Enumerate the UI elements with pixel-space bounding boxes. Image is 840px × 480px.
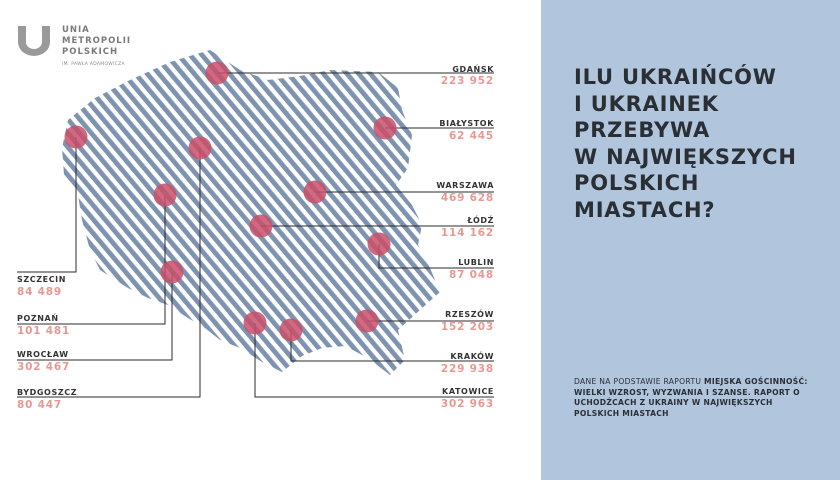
city-label-lodz: ŁÓDŹ <box>467 216 494 225</box>
logo-subtitle: IM. PAWŁA ADAMOWICZA <box>62 62 125 67</box>
headline-line-1: ILU UKRAIŃCÓW <box>574 65 777 89</box>
city-label-lublin: LUBLIN <box>458 258 494 267</box>
leader-line-poznan <box>17 195 166 325</box>
city-label-warszawa: WARSZAWA <box>436 181 494 190</box>
leader-line-bydgoszcz <box>17 148 201 398</box>
source-note: DANE NA PODSTAWIE RAPORTU MIEJSKA GOŚCIN… <box>574 377 819 419</box>
city-marker-bialystok <box>373 116 397 140</box>
headline-line-6: MIASTACH? <box>574 197 716 222</box>
headline-line-5: POLSKICH <box>574 171 700 195</box>
headline-line-2: I UKRAINEK <box>574 91 719 116</box>
leader-line-szczecin <box>17 137 77 273</box>
city-marker-rzeszow <box>355 309 379 333</box>
info-panel <box>541 0 840 480</box>
city-marker-lodz <box>249 214 273 238</box>
city-markers <box>64 61 397 342</box>
city-label-bydgoszcz: BYDGOSZCZ <box>17 388 78 397</box>
city-marker-bydgoszcz <box>188 136 212 160</box>
headline: ILU UKRAIŃCÓW I UKRAINEK PRZEBYWA W NAJW… <box>574 64 834 223</box>
source-report-title: MIEJSKA GOŚCINNOŚĆ: WIELKI WZROST, WYZWA… <box>574 377 808 418</box>
city-value-katowice: 302 963 <box>440 398 494 410</box>
unia-metropolii-logo-icon <box>18 26 50 56</box>
city-marker-katowice <box>243 311 267 335</box>
city-marker-wroclaw <box>160 260 184 284</box>
logo-text: UNIA METROPOLII POLSKICH <box>62 25 131 58</box>
city-marker-krakow <box>279 318 303 342</box>
city-value-bialystok: 62 445 <box>449 130 494 142</box>
city-label-katowice: KATOWICE <box>442 387 494 396</box>
city-value-lublin: 87 048 <box>449 269 494 281</box>
city-label-rzeszow: RZESZÓW <box>445 310 494 319</box>
city-marker-gdansk <box>205 61 229 85</box>
headline-line-3: PRZEBYWA <box>574 118 711 142</box>
logo-line-3: POLSKICH <box>62 47 119 57</box>
city-label-gdansk: GDAŃSK <box>452 65 494 74</box>
city-value-szczecin: 84 489 <box>17 286 62 298</box>
city-marker-szczecin <box>64 125 88 149</box>
logo-line-2: METROPOLII <box>62 36 132 46</box>
poland-outline <box>62 50 440 375</box>
city-value-bydgoszcz: 80 447 <box>17 399 62 411</box>
city-value-krakow: 229 938 <box>440 363 494 375</box>
city-label-wroclaw: WROCŁAW <box>17 350 69 359</box>
city-marker-warszawa <box>303 180 327 204</box>
logo-line-1: UNIA <box>62 25 90 35</box>
city-value-rzeszow: 152 203 <box>440 321 494 333</box>
city-label-bialystok: BIAŁYSTOK <box>439 119 494 128</box>
poland-map <box>17 50 494 398</box>
city-label-krakow: KRAKÓW <box>450 352 494 361</box>
source-prefix: DANE NA PODSTAWIE RAPORTU <box>574 377 704 386</box>
leader-line-wroclaw <box>17 272 173 361</box>
city-value-lodz: 114 162 <box>440 227 494 239</box>
city-value-wroclaw: 302 467 <box>17 361 71 373</box>
city-value-warszawa: 469 628 <box>440 192 494 204</box>
headline-line-4: W NAJWIĘKSZYCH <box>574 144 797 169</box>
city-marker-lublin <box>367 232 391 256</box>
city-value-poznan: 101 481 <box>17 325 71 337</box>
city-label-poznan: POZNAŃ <box>17 314 59 323</box>
city-marker-poznan <box>153 183 177 207</box>
city-label-szczecin: SZCZECIN <box>17 275 67 284</box>
city-value-gdansk: 223 952 <box>440 75 494 87</box>
leader-line-katowice <box>254 323 494 398</box>
leader-lines <box>17 72 494 398</box>
